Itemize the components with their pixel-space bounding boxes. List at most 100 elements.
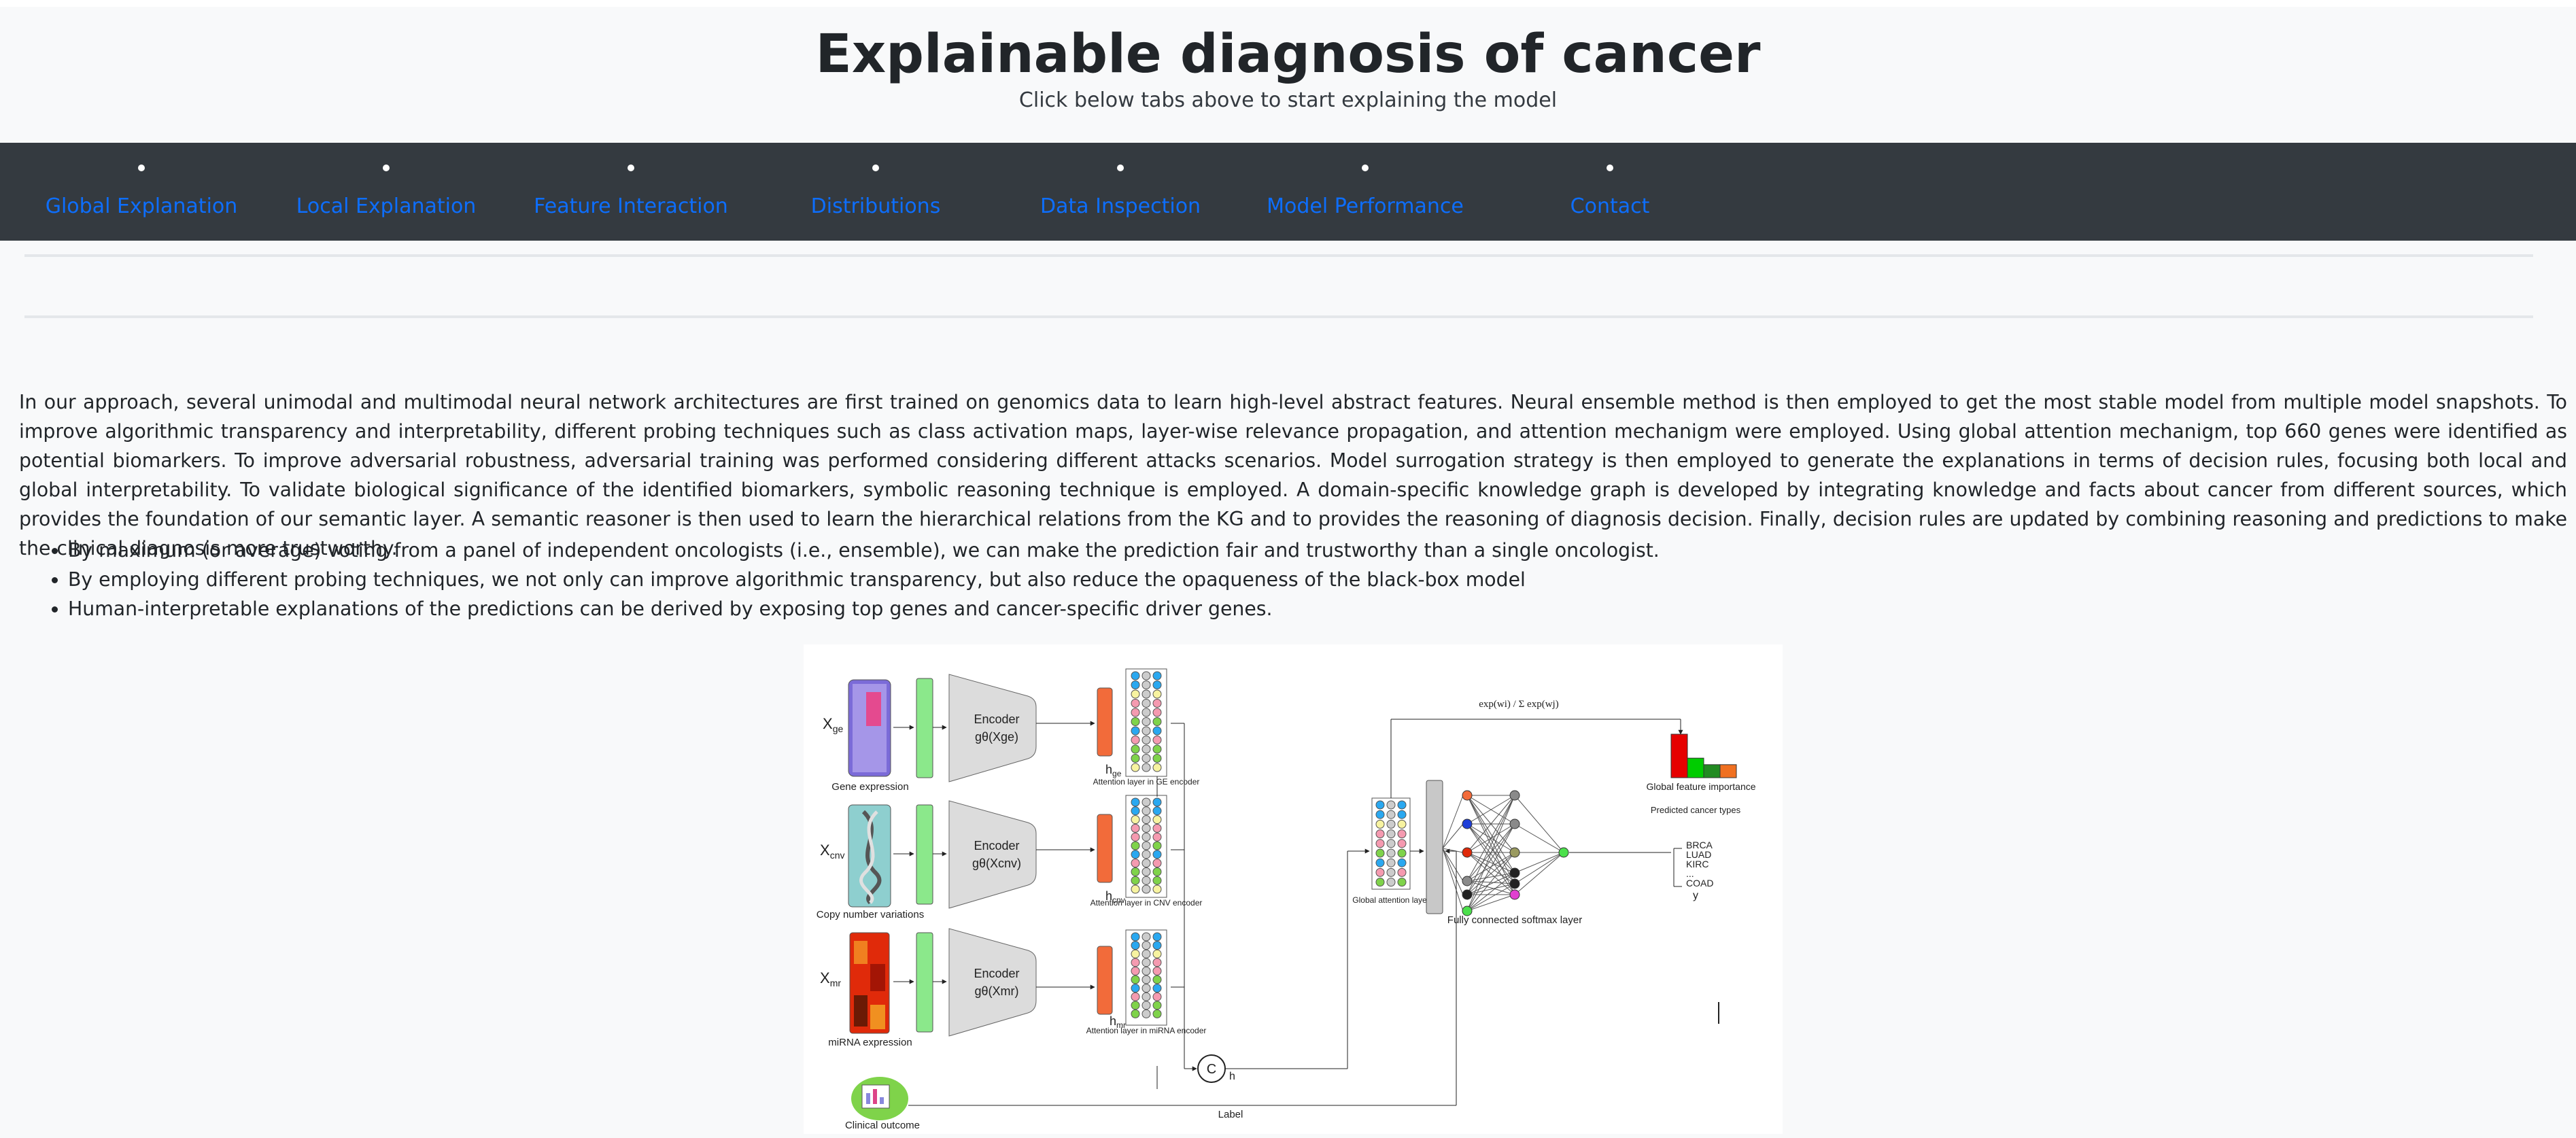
attention-unit: [1152, 680, 1162, 689]
bullet-list: By maximum (or average) voting from a pa…: [19, 536, 2576, 623]
attention-caption: Attention layer in GE encoder: [1093, 777, 1200, 787]
attention-unit: [1131, 699, 1140, 708]
clinical-caption: Clinical outcome: [845, 1120, 920, 1131]
tab-bullet: [1362, 165, 1369, 171]
attention-unit: [1386, 878, 1396, 887]
encoder-title: Encoder: [974, 839, 1019, 852]
encoder-function: gθ(Xge): [975, 730, 1018, 744]
hidden-var-ge: hge: [1105, 763, 1122, 778]
tab-label[interactable]: Contact: [1570, 194, 1650, 218]
input-layer-bar: [916, 932, 933, 1033]
attention-unit: [1152, 744, 1162, 754]
tab-navbar: Global Explanation Local Explanation Fea…: [0, 143, 2576, 241]
attention-unit: [1152, 932, 1162, 942]
tab-model-performance[interactable]: Model Performance: [1243, 143, 1488, 241]
concat-symbol: C: [1207, 1062, 1216, 1077]
attention-unit: [1141, 966, 1151, 976]
concat-output: h: [1229, 1071, 1235, 1082]
cancer-type: BRCA: [1686, 840, 1713, 850]
tab-label[interactable]: Distributions: [810, 194, 941, 218]
neuron: [1509, 878, 1520, 889]
attention-unit: [1375, 839, 1385, 848]
attention-unit: [1131, 671, 1140, 680]
importance-bar: [1670, 734, 1688, 778]
attention-unit: [1397, 819, 1407, 829]
attention-unit: [1131, 941, 1140, 950]
attention-unit: [1152, 815, 1162, 825]
cancer-type: LUAD: [1686, 849, 1711, 860]
attention-unit: [1141, 689, 1151, 699]
attention-unit: [1375, 829, 1385, 839]
tab-data-inspection[interactable]: Data Inspection: [998, 143, 1243, 241]
cancer-type: ...: [1686, 868, 1694, 879]
attention-unit: [1131, 992, 1140, 1001]
attention-unit: [1131, 708, 1140, 717]
attention-unit: [1131, 717, 1140, 726]
input-caption: Gene expression: [831, 781, 908, 793]
attention-unit: [1152, 958, 1162, 967]
attention-unit: [1131, 850, 1140, 859]
page-title: Explainable diagnosis of cancer: [815, 24, 1761, 85]
attention-unit: [1152, 859, 1162, 868]
attention-unit: [1397, 878, 1407, 887]
attention-unit: [1141, 680, 1151, 689]
architecture-diagram: Xge Gene expression Encoder gθ(Xge) hge …: [817, 668, 1756, 1131]
attention-unit: [1141, 984, 1151, 993]
attention-unit: [1397, 810, 1407, 819]
tab-bullet: [628, 165, 634, 171]
tab-label[interactable]: Local Explanation: [296, 194, 477, 218]
predicted-caption: Predicted cancer types: [1651, 805, 1741, 815]
attention-unit: [1141, 975, 1151, 984]
attention-unit: [1141, 763, 1151, 772]
dense-layer-bar: [1426, 780, 1443, 914]
input-layer-bar: [916, 678, 933, 778]
clinical-outcome: Clinical outcome Label: [845, 848, 1457, 1131]
tab-contact[interactable]: Contact: [1488, 143, 1732, 241]
attention-unit: [1131, 744, 1140, 754]
tab-local-explanation[interactable]: Local Explanation: [264, 143, 509, 241]
tab-label[interactable]: Global Explanation: [45, 194, 238, 218]
page-subtitle: Click below tabs above to start explaini…: [1018, 88, 1558, 112]
attention-unit: [1152, 717, 1162, 726]
page-top-strip: [0, 0, 2576, 7]
attention-unit: [1141, 932, 1151, 942]
bullet-item: By maximum (or average) voting from a pa…: [68, 536, 2576, 565]
input-caption: Copy number variations: [817, 909, 924, 920]
attention-unit: [1152, 992, 1162, 1001]
bullet-item: Human-interpretable explanations of the …: [68, 594, 2576, 623]
attention-unit: [1375, 848, 1385, 858]
input-var-mr: Xmr: [820, 969, 841, 988]
hidden-vector-bar: [1097, 814, 1113, 883]
attention-unit: [1141, 867, 1151, 876]
importance-caption: Global feature importance: [1646, 781, 1755, 792]
attention-unit: [1141, 671, 1151, 680]
attention-unit: [1141, 823, 1151, 833]
attention-unit: [1152, 876, 1162, 885]
attention-unit: [1152, 1009, 1162, 1018]
attention-unit: [1141, 797, 1151, 807]
output-var: y: [1693, 890, 1698, 901]
hidden-vector-bar: [1097, 687, 1113, 757]
attention-unit: [1386, 810, 1396, 819]
architecture-figure: Xge Gene expression Encoder gθ(Xge) hge …: [804, 644, 1783, 1134]
attention-unit: [1141, 717, 1151, 726]
input-var-ge: Xge: [823, 715, 843, 734]
attention-unit: [1131, 949, 1140, 959]
hidden-vector-bar: [1097, 946, 1113, 1015]
tab-label[interactable]: Feature Interaction: [534, 194, 728, 218]
tab-feature-interaction[interactable]: Feature Interaction: [509, 143, 753, 241]
tab-label[interactable]: Model Performance: [1267, 194, 1464, 218]
cancer-type-list: BRCA LUAD KIRC ... COAD y: [1686, 840, 1713, 901]
attention-unit: [1375, 819, 1385, 829]
tab-distributions[interactable]: Distributions: [753, 143, 998, 241]
tab-global-explanation[interactable]: Global Explanation: [19, 143, 264, 241]
hidden-var-cnv: hcnv: [1105, 889, 1125, 905]
attention-caption: Attention layer in miRNA encoder: [1086, 1026, 1207, 1035]
neuron: [1509, 818, 1520, 829]
attention-unit: [1131, 841, 1140, 850]
attention-unit: [1141, 699, 1151, 708]
tab-label[interactable]: Data Inspection: [1040, 194, 1201, 218]
softmax-formula: exp(wi) / Σ exp(wj): [1479, 699, 1558, 710]
global-attention-caption: Global attention layer: [1352, 895, 1429, 905]
attention-unit: [1141, 832, 1151, 842]
